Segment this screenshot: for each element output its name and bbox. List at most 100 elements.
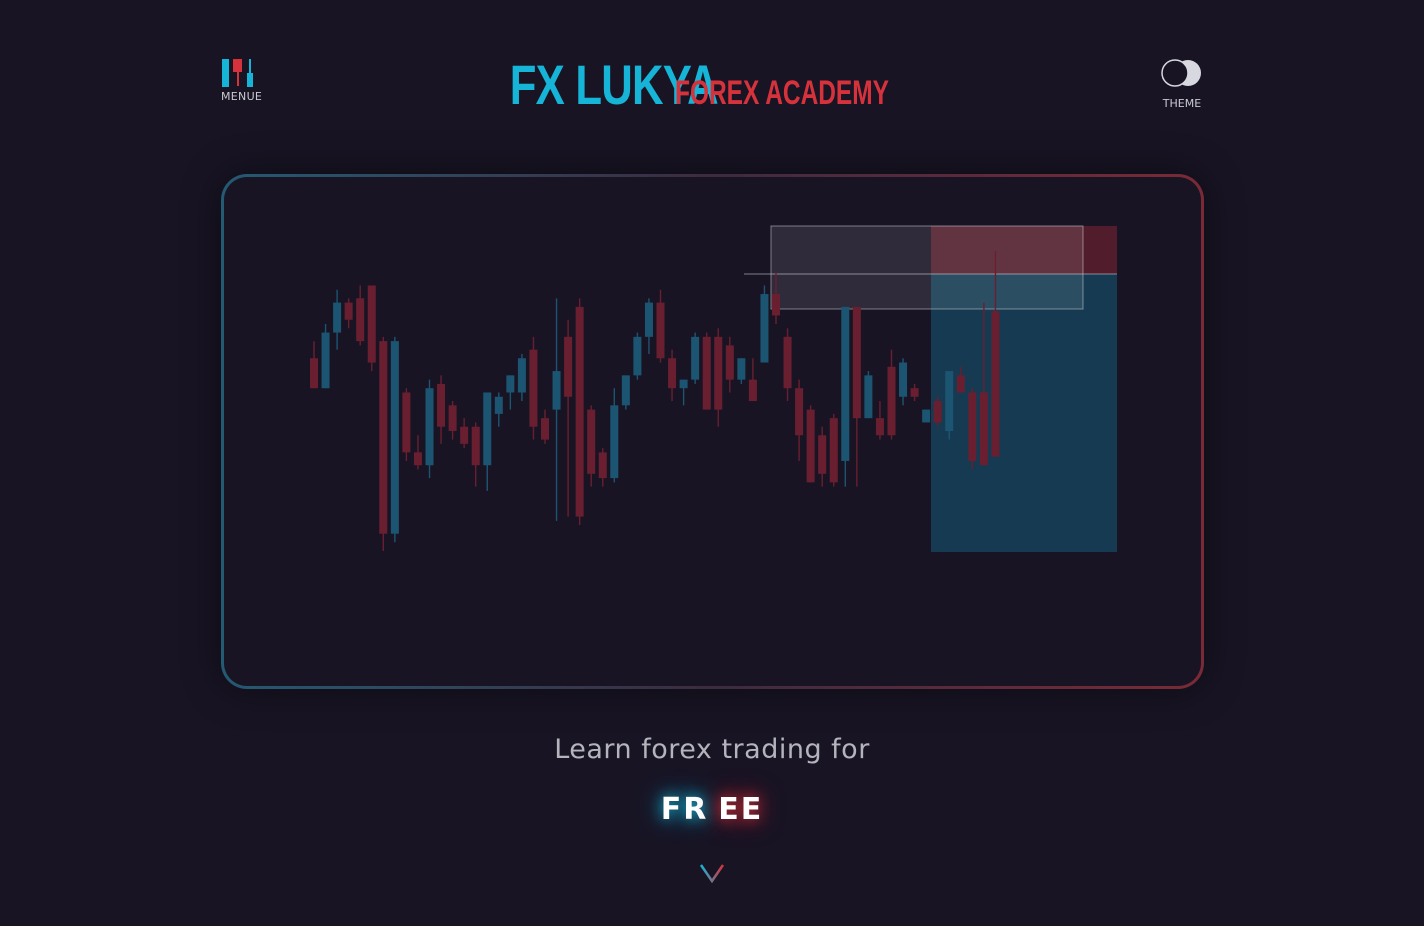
- menu-button[interactable]: MENUE: [221, 57, 265, 103]
- candle-body: [864, 375, 873, 419]
- candle-body: [760, 294, 769, 363]
- candle: [864, 371, 873, 419]
- candle-body: [679, 379, 688, 389]
- candle: [598, 448, 607, 487]
- candle: [321, 324, 330, 389]
- candle-body: [564, 336, 573, 397]
- candle-body: [644, 302, 653, 337]
- menu-label: MENUE: [221, 90, 263, 103]
- candle-body: [922, 409, 931, 423]
- candle: [887, 349, 896, 440]
- theme-toggle[interactable]: THEME: [1158, 57, 1206, 110]
- candle: [402, 388, 411, 461]
- candle-body: [333, 302, 342, 333]
- candle: [529, 336, 538, 440]
- candle-body: [529, 349, 538, 427]
- free-text-right: EE: [718, 792, 764, 827]
- candle-body: [575, 306, 584, 517]
- candle-body: [448, 405, 457, 431]
- candle-body: [610, 405, 619, 479]
- candle: [413, 435, 422, 470]
- logo-sub-text: FOREX ACADEMY: [675, 74, 890, 112]
- candle-body: [783, 336, 792, 389]
- candle-body: [887, 366, 896, 436]
- candle-body: [910, 388, 919, 397]
- candle: [933, 396, 942, 427]
- candle-body: [714, 336, 723, 410]
- free-text-left: FR: [660, 792, 709, 827]
- candle: [691, 332, 700, 384]
- candle: [991, 251, 1000, 457]
- candle: [702, 332, 711, 410]
- candle: [541, 409, 549, 444]
- candle-body: [633, 336, 642, 376]
- candle-body: [979, 392, 988, 466]
- candle-body: [991, 311, 1000, 457]
- candle: [956, 366, 965, 393]
- candle-body: [344, 302, 353, 320]
- candle-body: [737, 358, 746, 380]
- candle: [575, 298, 584, 526]
- candle: [968, 388, 977, 470]
- candle-body: [321, 332, 330, 389]
- candle-body: [483, 392, 492, 466]
- candle-body: [310, 358, 318, 389]
- candle: [437, 375, 446, 444]
- candle-body: [587, 409, 596, 474]
- candle-body: [691, 336, 700, 380]
- candle-body: [852, 306, 861, 419]
- candle-body: [379, 341, 388, 534]
- candle: [471, 422, 480, 487]
- candle: [587, 405, 596, 487]
- candle: [725, 336, 734, 393]
- candle-body: [899, 362, 908, 397]
- chevron-down-icon[interactable]: [699, 862, 725, 884]
- candle: [737, 358, 746, 384]
- candle-body: [413, 452, 422, 466]
- candle: [494, 392, 503, 427]
- candle: [818, 426, 827, 487]
- candle-body: [541, 418, 549, 440]
- candle-body: [875, 418, 884, 436]
- candle: [552, 298, 561, 521]
- candle: [367, 285, 376, 372]
- candle: [517, 353, 526, 402]
- candle: [310, 341, 318, 389]
- candle-body: [517, 358, 526, 393]
- candle-body: [621, 375, 630, 406]
- hero-tagline: Learn forex trading for: [554, 734, 870, 765]
- candle-body: [841, 306, 850, 461]
- candle-body: [390, 341, 399, 534]
- candle-body: [968, 392, 977, 461]
- candle-body: [933, 401, 942, 423]
- candle: [344, 298, 353, 329]
- candle: [783, 328, 792, 402]
- candle: [668, 349, 677, 402]
- candle: [460, 418, 469, 449]
- site-logo[interactable]: FX LUKYA FOREX ACADEMY: [0, 52, 1424, 117]
- candle: [483, 392, 492, 491]
- candle: [806, 405, 815, 483]
- candle: [852, 306, 861, 487]
- candle: [922, 409, 931, 423]
- candle-body: [956, 375, 965, 393]
- candle: [425, 379, 434, 479]
- candle-body: [367, 285, 376, 363]
- candle: [448, 401, 457, 440]
- candle-body: [795, 388, 804, 436]
- candle-body: [552, 371, 561, 410]
- candle-body: [818, 435, 827, 474]
- candle: [945, 371, 954, 440]
- candle: [679, 379, 688, 406]
- candle-body: [460, 426, 469, 444]
- reward-zone: [931, 274, 1117, 552]
- candle: [621, 375, 630, 410]
- candle: [610, 388, 619, 483]
- candle: [875, 401, 884, 440]
- candle-body: [668, 358, 677, 389]
- candle-body: [425, 388, 434, 466]
- candle: [379, 336, 388, 551]
- candle-body: [356, 298, 365, 342]
- candle: [506, 375, 515, 410]
- candlestick-chart: [310, 225, 1117, 552]
